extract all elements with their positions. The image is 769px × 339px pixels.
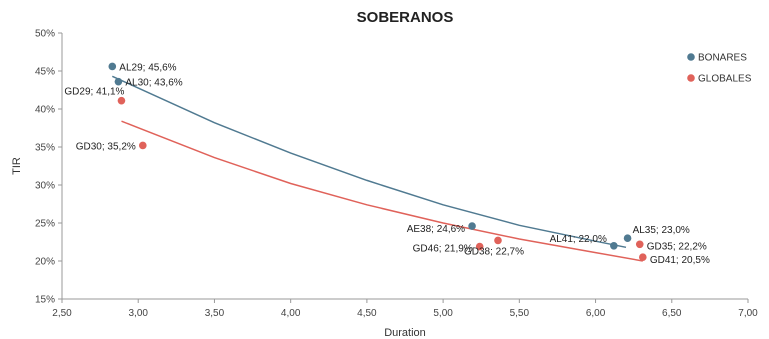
y-tick-label: 25% [35, 219, 55, 230]
data-label: AL35; 23,0% [633, 225, 690, 236]
x-tick-label: 6,00 [586, 308, 606, 319]
x-tick-label: 7,00 [738, 308, 758, 319]
data-point-globales [475, 242, 484, 251]
legend-marker-globales [687, 74, 695, 82]
legend-label-bonares: BONARES [698, 53, 747, 64]
y-tick-label: 35% [35, 143, 55, 154]
data-point-globales [635, 240, 644, 249]
data-point-bonares [468, 222, 476, 230]
data-point-globales [117, 96, 126, 105]
y-tick-label: 30% [35, 181, 55, 192]
y-axis-label: TIR [11, 157, 23, 175]
data-point-globales [138, 141, 147, 150]
x-tick-label: 4,00 [281, 308, 301, 319]
x-tick-label: 3,50 [205, 308, 225, 319]
data-point-globales [639, 253, 647, 261]
x-axis-label: Duration [384, 327, 426, 339]
data-label: AL29; 45,6% [119, 62, 176, 73]
x-tick-label: 6,50 [662, 308, 682, 319]
data-point-bonares [108, 62, 117, 71]
x-tick-label: 2,50 [52, 308, 72, 319]
y-tick-label: 20% [35, 257, 55, 268]
x-tick-label: 3,00 [128, 308, 148, 319]
y-tick-label: 15% [35, 295, 55, 306]
y-tick-label: 45% [35, 67, 55, 78]
data-point-globales [494, 236, 502, 245]
trend-line-globales [121, 120, 643, 262]
y-tick-label: 50% [35, 29, 55, 40]
x-tick-label: 5,00 [433, 308, 453, 319]
data-point-bonares [114, 77, 123, 86]
data-label: GD41; 20,5% [650, 255, 710, 266]
data-label: GD29; 41,1% [64, 87, 124, 98]
data-label: GD30; 35,2% [76, 141, 136, 152]
trend-line-bonares [111, 75, 627, 249]
data-point-bonares [610, 242, 618, 250]
x-tick-label: 4,50 [357, 308, 377, 319]
y-tick-label: 40% [35, 105, 55, 116]
data-label: AE38; 24,6% [407, 224, 465, 235]
chart-title: SOBERANOS [357, 9, 454, 26]
data-point-bonares [623, 234, 632, 242]
data-label: AL30; 43,6% [125, 78, 182, 89]
x-tick-label: 5,50 [510, 308, 530, 319]
legend-marker-bonares [687, 53, 695, 61]
data-label: GD46; 21,9% [413, 244, 473, 255]
data-label: GD35; 22,2% [647, 241, 707, 252]
legend-label-globales: GLOBALES [698, 74, 752, 85]
data-label: GD38; 22,7% [464, 246, 524, 257]
data-label: AL41; 22,0% [550, 234, 607, 245]
